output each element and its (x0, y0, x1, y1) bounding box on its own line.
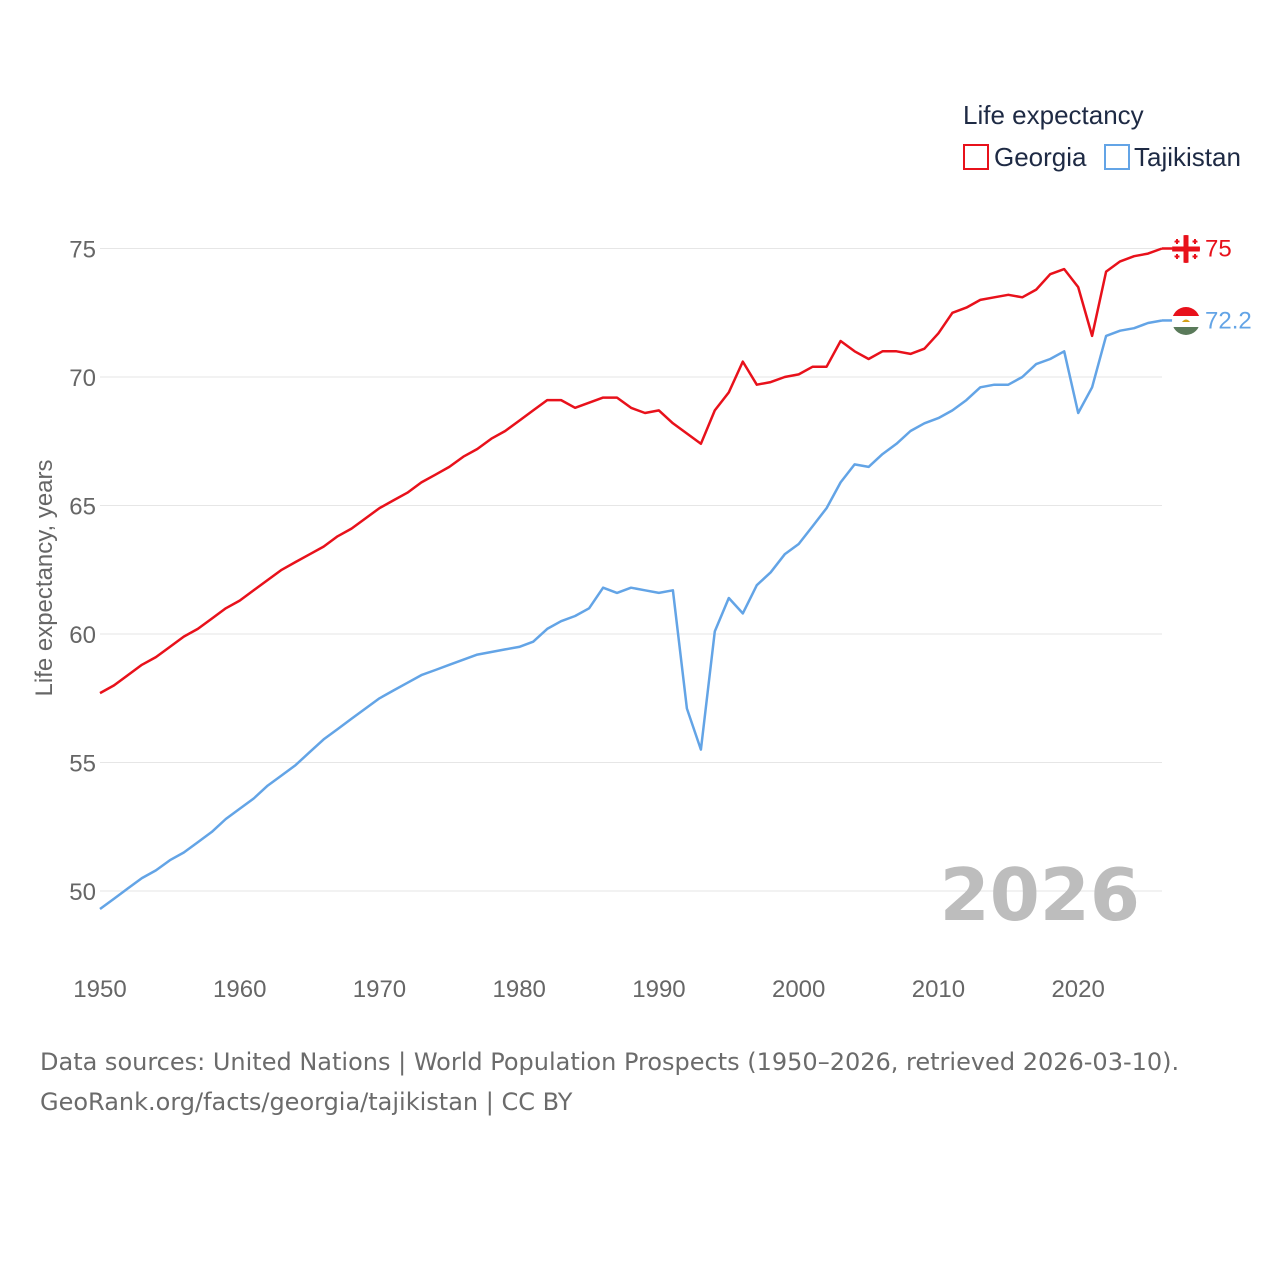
legend-item-georgia[interactable]: Georgia (963, 142, 1087, 172)
y-axis-label: Life expectancy, years (31, 459, 58, 696)
x-tick-label: 2010 (912, 976, 965, 1003)
footer-sources: Data sources: United Nations | World Pop… (40, 1048, 1180, 1076)
footer: Data sources: United Nations | World Pop… (40, 1042, 1179, 1122)
x-tick-label: 2020 (1051, 976, 1104, 1003)
x-tick-label: 2000 (772, 976, 825, 1003)
series-line-georgia (99, 247, 1163, 695)
x-tick-label: 1960 (213, 976, 266, 1003)
year-watermark: 2026 (940, 853, 1140, 937)
series-line-tajikistan (99, 319, 1163, 911)
y-tick-label: 70 (69, 365, 96, 392)
end-label-georgia: 75 (1205, 236, 1232, 263)
grid (100, 248, 1162, 892)
y-tick-label: 50 (69, 879, 96, 906)
legend-swatch-tajikistan (1104, 144, 1130, 170)
y-tick-label: 75 (69, 237, 96, 264)
life-expectancy-chart: 50 55 60 65 70 75 1950 1960 1970 1980 1990 2000 201… (31, 100, 1252, 1003)
legend-swatch-georgia (963, 144, 989, 170)
legend: Life expectancy Georgia Tajikistan (963, 100, 1241, 172)
x-tick-label: 1970 (353, 976, 406, 1003)
x-tick-label: 1950 (73, 976, 126, 1003)
y-tick-label: 60 (69, 622, 96, 649)
x-tick-label: 1980 (493, 976, 546, 1003)
legend-title: Life expectancy (963, 100, 1144, 130)
end-label-tajikistan: 72.2 (1205, 307, 1252, 334)
y-axis-ticks: 50 55 60 65 70 75 (69, 237, 96, 907)
y-tick-label: 65 (69, 494, 96, 521)
legend-item-tajikistan[interactable]: Tajikistan (1104, 142, 1241, 172)
x-axis-ticks: 1950 1960 1970 1980 1990 2000 2010 2020 (73, 976, 1105, 1003)
georgia-flag-icon (1172, 235, 1200, 263)
footer-credit[interactable]: GeoRank.org/facts/georgia/tajikistan | C… (40, 1088, 573, 1116)
legend-label-tajikistan: Tajikistan (1134, 142, 1241, 172)
legend-label-georgia: Georgia (994, 142, 1087, 172)
y-tick-label: 55 (69, 751, 96, 778)
end-labels: 75 72.2 (1205, 236, 1252, 335)
series-lines (99, 247, 1174, 911)
x-tick-label: 1990 (632, 976, 685, 1003)
tajikistan-flag-icon (1172, 307, 1200, 335)
